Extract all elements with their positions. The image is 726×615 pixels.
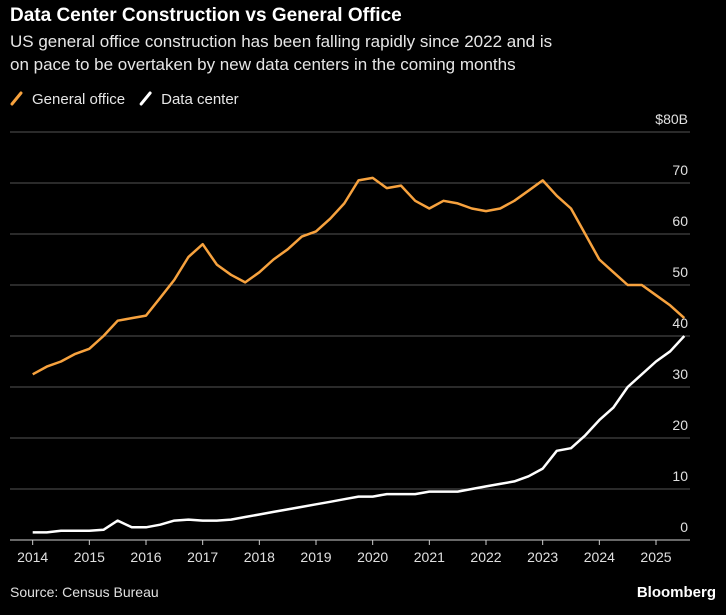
x-tick-label: 2017 xyxy=(187,549,218,565)
x-tick-label: 2018 xyxy=(244,549,275,565)
x-tick-label: 2021 xyxy=(414,549,445,565)
y-tick-label: 30 xyxy=(672,366,688,382)
data-line xyxy=(32,335,686,534)
legend-label: General office xyxy=(32,91,125,108)
y-tick-label: 10 xyxy=(672,468,688,484)
source-note: Source: Census Bureau xyxy=(10,584,159,600)
x-tick-label: 2024 xyxy=(584,549,615,565)
x-tick-label: 2015 xyxy=(74,549,105,565)
legend-swatch xyxy=(10,91,23,106)
y-tick-label: 50 xyxy=(672,264,688,280)
legend-swatch xyxy=(139,91,152,106)
x-tick-label: 2014 xyxy=(17,549,48,565)
x-tick-label: 2020 xyxy=(357,549,388,565)
x-tick-label: 2022 xyxy=(470,549,501,565)
chart-subtitle: on pace to be overtaken by new data cent… xyxy=(10,55,516,74)
brand: Bloomberg xyxy=(637,584,716,601)
y-tick-label: 20 xyxy=(672,417,688,433)
y-tick-label: 60 xyxy=(672,213,688,229)
y-tick-label: 70 xyxy=(672,162,688,178)
x-tick-label: 2019 xyxy=(300,549,331,565)
y-tick-label: $80B xyxy=(655,111,688,127)
x-tick-label: 2025 xyxy=(640,549,671,565)
legend-label: Data center xyxy=(161,91,239,108)
x-tick-label: 2023 xyxy=(527,549,558,565)
x-tick-label: 2016 xyxy=(130,549,161,565)
chart-subtitle: US general office construction has been … xyxy=(10,32,552,51)
chart-title: Data Center Construction vs General Offi… xyxy=(10,5,402,26)
data-line xyxy=(32,176,686,376)
y-tick-label: 0 xyxy=(680,519,688,535)
y-tick-label: 40 xyxy=(672,315,688,331)
